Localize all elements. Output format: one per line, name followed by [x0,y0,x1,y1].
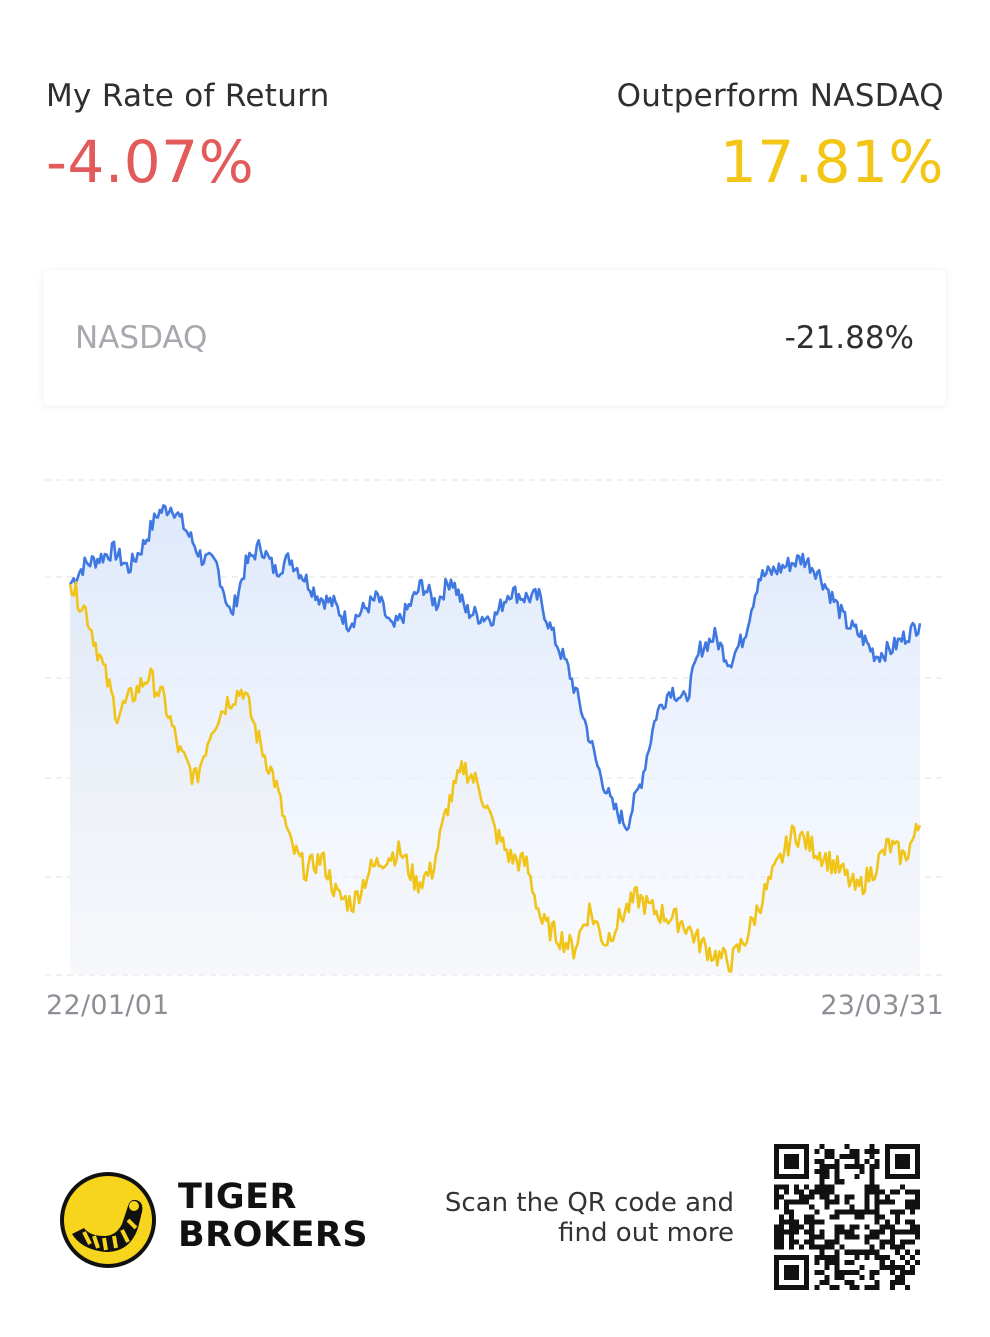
outperform-value: 17.81% [719,128,944,196]
tiger-logo-icon [60,1172,156,1268]
my-return-value: -4.07% [46,128,255,196]
brand-line-2: BROKERS [178,1215,369,1255]
qr-code-icon[interactable] [774,1144,920,1290]
nasdaq-series-line [68,581,922,973]
outperform-block: Outperform NASDAQ 17.81% [617,78,944,196]
performance-chart [0,460,990,1000]
my-return-block: My Rate of Return -4.07% [46,78,330,196]
benchmark-card: NASDAQ -21.88% [43,270,946,406]
cta-line-2: find out more [558,1218,734,1248]
outperform-label: Outperform NASDAQ [616,78,944,114]
portfolio-area [70,505,920,975]
x-axis-start-label: 22/01/01 [46,990,170,1021]
brand-name: TIGER BROKERS [178,1178,368,1254]
qr-cta-text: Scan the QR code and find out more [414,1188,734,1248]
performance-chart-svg [45,479,945,976]
cta-line-1: Scan the QR code and [444,1188,734,1218]
stats-header: My Rate of Return -4.07% Outperform NASD… [46,78,944,208]
benchmark-value: -21.88% [784,320,914,356]
benchmark-name: NASDAQ [75,320,208,356]
x-axis-end-label: 23/03/31 [820,990,944,1021]
portfolio-series-line [68,504,922,832]
brand-line-1: TIGER [178,1177,297,1217]
my-return-label: My Rate of Return [46,78,330,114]
footer: TIGER BROKERS Scan the QR code and find … [0,1130,990,1310]
